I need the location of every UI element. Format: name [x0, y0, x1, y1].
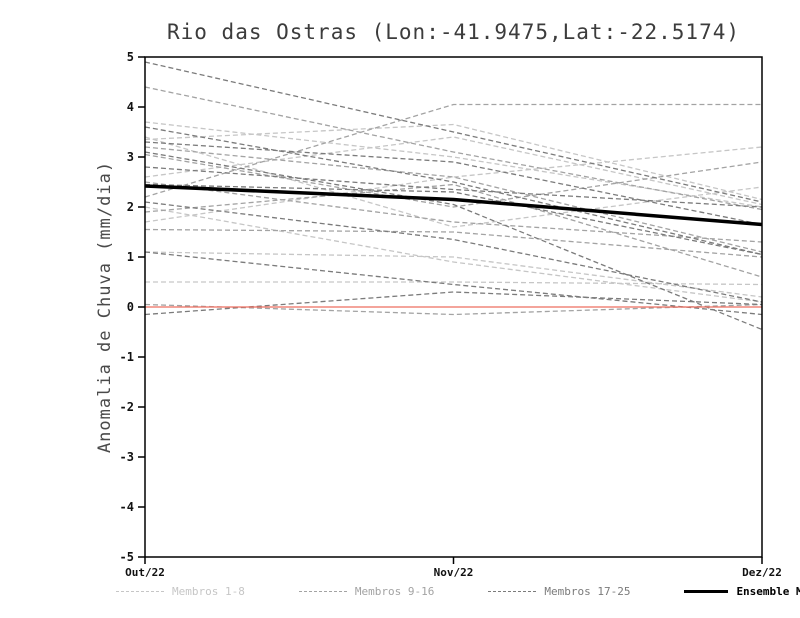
svg-text:-1: -1	[120, 350, 134, 364]
svg-text:5: 5	[127, 50, 134, 64]
legend-label: Membros 17-25	[544, 585, 631, 598]
dashed-line-swatch-light	[116, 591, 164, 592]
svg-text:-4: -4	[120, 500, 134, 514]
ensemble-line-plot: 5 4 3 2 1 0 -1 -2 -3 -4 -5 Out/22 Nov/22 Dez/22	[120, 50, 782, 579]
chart-legend: Membros 1-8 Membros 9-16 Membros 17-25 E…	[0, 585, 800, 598]
legend-label: Membros 1-8	[172, 585, 245, 598]
svg-text:1: 1	[127, 250, 134, 264]
legend-label: Membros 9-16	[354, 585, 435, 598]
svg-text:-5: -5	[120, 550, 134, 564]
svg-text:-3: -3	[120, 450, 134, 464]
svg-text:Out/22: Out/22	[125, 566, 165, 579]
legend-label: Ensemble Mean	[736, 585, 800, 598]
svg-text:3: 3	[127, 150, 134, 164]
svg-text:-2: -2	[120, 400, 134, 414]
svg-text:Nov/22: Nov/22	[434, 566, 474, 579]
svg-text:0: 0	[127, 300, 134, 314]
svg-text:Dez/22: Dez/22	[742, 566, 782, 579]
svg-text:4: 4	[127, 100, 134, 114]
solid-line-swatch-black	[684, 590, 729, 593]
legend-entry-members-1-8: Membros 1-8	[116, 585, 245, 598]
legend-entry-members-9-16: Membros 9-16	[298, 585, 435, 598]
chart-title: Rio das Ostras (Lon:-41.9475,Lat:-22.517…	[166, 20, 740, 44]
legend-entry-ensemble-mean: Ensemble Mean	[684, 585, 800, 598]
svg-text:2: 2	[127, 200, 134, 214]
dashed-line-swatch-dark	[488, 591, 537, 592]
dashed-line-swatch-medium	[298, 591, 347, 592]
legend-entry-members-17-25: Membros 17-25	[488, 585, 630, 598]
